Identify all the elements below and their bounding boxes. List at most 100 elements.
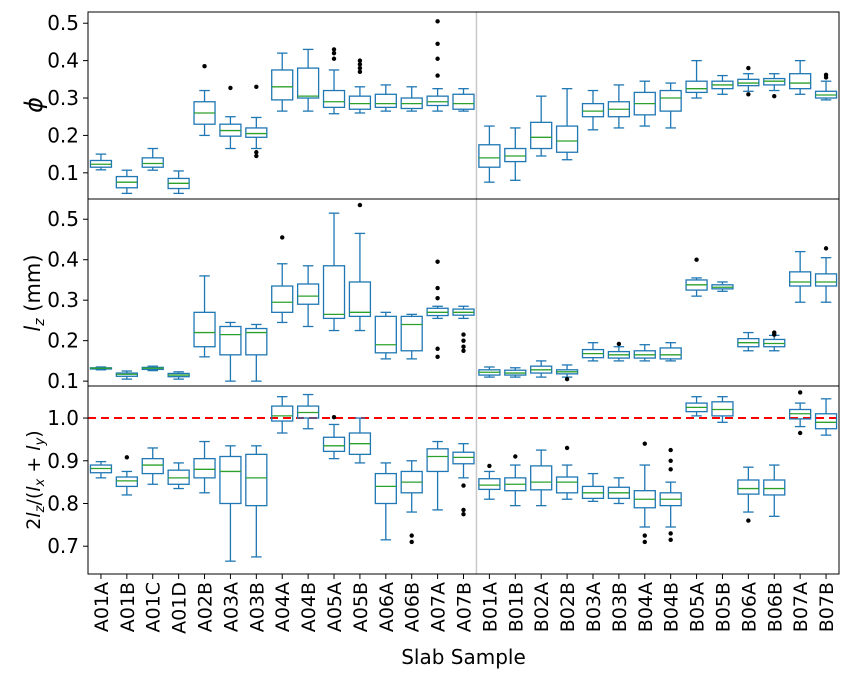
box-body [219, 455, 242, 505]
flier-point [254, 84, 259, 90]
flier-point [331, 414, 337, 420]
flier-point [409, 533, 414, 538]
x-tick-label: B05B [712, 582, 734, 632]
y-tick-label: 0.5 [47, 207, 79, 231]
flier-point [254, 153, 259, 159]
box-B06A [737, 466, 760, 523]
box-A01D [167, 462, 190, 490]
flier-point [772, 93, 777, 99]
box-B07B [814, 398, 838, 436]
box-body [271, 405, 294, 422]
box-body [555, 476, 579, 494]
box-B05B [711, 74, 734, 95]
box-B04A [633, 441, 656, 545]
box-B06A [737, 331, 760, 352]
box-body [789, 73, 812, 90]
box-body [141, 457, 164, 475]
box-A06B [400, 460, 423, 545]
box-body [374, 315, 397, 354]
x-tick-label: A06A [376, 582, 398, 632]
y-tick-label: 0.5 [47, 11, 79, 35]
box-body [193, 311, 216, 348]
box-A04B [296, 393, 320, 430]
flier-point [409, 539, 414, 545]
flier-point [642, 533, 647, 538]
flier-point [435, 354, 440, 360]
y-tick-label: 0.3 [47, 86, 79, 110]
box-B06A [737, 65, 760, 97]
y-tick-label: 0.2 [47, 123, 79, 147]
box-A07A [426, 259, 449, 360]
box-body [245, 453, 268, 507]
x-tick-label: B02B [557, 582, 579, 632]
box-B03B [607, 84, 631, 129]
box-body [737, 479, 760, 495]
flier-point [461, 511, 466, 517]
box-body [219, 325, 242, 356]
x-tick-label: A02B [195, 582, 217, 632]
flier-point [772, 332, 777, 337]
flier-point [461, 507, 466, 513]
x-tick-label: B04B [661, 582, 683, 632]
box-B04A [633, 344, 656, 362]
x-axis-label: Slab Sample [401, 645, 526, 669]
x-tick-label: A05B [350, 582, 372, 632]
box-A01D [167, 170, 190, 195]
box-A01B [115, 370, 138, 380]
box-body [659, 347, 682, 360]
x-tick-label: A03B [246, 582, 268, 632]
box-body [141, 157, 164, 168]
box-A03B [245, 445, 268, 558]
box-B03A [581, 472, 605, 503]
flier-point [228, 85, 233, 91]
flier-point [254, 150, 259, 155]
box-B04A [633, 80, 656, 127]
box-B05A [685, 257, 708, 297]
box-body [245, 127, 268, 138]
box-body [814, 273, 838, 287]
box-body [555, 125, 579, 153]
flier-point [564, 376, 570, 382]
flier-point [746, 518, 751, 523]
y-tick-label: 1.0 [47, 406, 79, 430]
flier-point [202, 64, 207, 69]
x-tick-label: B01B [505, 582, 527, 632]
y-tick-label: 0.4 [47, 248, 79, 272]
box-A03B [245, 84, 268, 159]
box-B07A [789, 250, 812, 303]
box-A01C [141, 365, 164, 372]
box-B01A [478, 463, 501, 500]
box-A07B [452, 443, 475, 517]
y-axis-label-ratio: 2lz/(lx + ly) [23, 430, 48, 529]
y-tick-label: 0.1 [47, 369, 79, 393]
flier-point [668, 537, 673, 543]
flier-point [331, 50, 337, 56]
box-body [271, 69, 294, 101]
box-A05B [348, 417, 372, 464]
box-A07A [426, 440, 449, 511]
flier-point [564, 445, 570, 451]
box-body [322, 265, 346, 320]
box-body [245, 327, 268, 356]
box-A07B [452, 88, 475, 112]
x-tick-label: A03A [220, 582, 242, 632]
box-A01A [89, 153, 113, 171]
box-B02B [555, 88, 579, 161]
box-body [581, 102, 605, 118]
x-tick-label: B05A [687, 582, 709, 632]
box-body [193, 457, 216, 479]
box-body [814, 413, 838, 430]
box-B01A [478, 366, 501, 378]
flier-point [435, 295, 440, 301]
box-B02A [530, 95, 553, 157]
box-body [530, 121, 553, 150]
panel-frame [87, 11, 840, 200]
flier-point [357, 69, 363, 75]
box-A07B [452, 305, 475, 353]
flier-point [435, 346, 440, 351]
box-B01B [504, 127, 527, 181]
box-A03B [245, 323, 268, 382]
box-A03A [219, 321, 242, 382]
box-B02A [530, 449, 553, 507]
